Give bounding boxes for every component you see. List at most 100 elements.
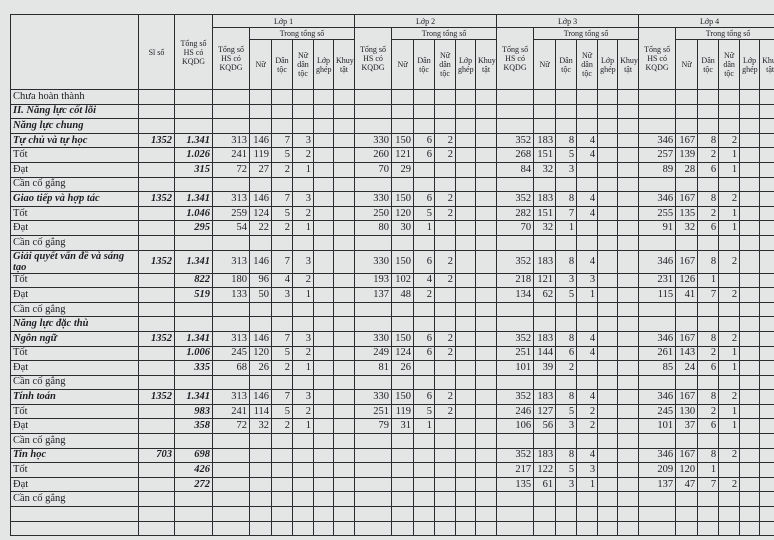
table-cell: 260 [354,147,393,163]
table-cell: 167 [675,330,699,347]
empty-cell [697,491,720,508]
empty-cell [455,132,477,149]
empty-cell [413,89,436,105]
empty-cell [313,301,334,318]
table-cell: 81 [354,360,393,376]
table-cell: 56 [533,418,557,435]
empty-cell [617,330,640,347]
table-cell: 2 [271,220,293,236]
table-cell: 259 [212,205,250,222]
empty-cell [475,205,498,222]
table-cell: 1 [718,205,741,222]
table-cell: 7 [271,191,293,207]
table-cell: 4 [576,205,599,222]
table-cell: 135 [496,476,535,493]
group-header: Trong tổng số [533,27,640,40]
empty-cell [354,447,393,464]
table-cell: 2 [718,191,741,207]
table-cell: 2 [434,330,457,347]
table-cell: 3 [555,272,578,289]
empty-cell [391,176,415,193]
table-cell: 241 [212,147,250,163]
empty-cell [675,103,699,120]
table-cell: 85 [638,360,677,376]
table-cell: 2 [434,389,457,405]
table-cell: 80 [354,220,393,236]
table-row: Đạt 295 54 22 2 1 80 30 1 70 32 1 91 32 6 1 [10,220,774,236]
empty-cell [475,287,498,303]
empty-cell [249,433,272,449]
empty-cell [675,316,699,332]
table-cell: 2 [434,249,457,274]
empty-cell [313,272,334,289]
row-label: Cần cố gắng [10,374,139,391]
table-cell: 72 [212,418,250,435]
empty-cell [617,403,640,420]
empty-cell [292,462,314,478]
empty-cell [138,491,175,508]
table-cell: 1 [718,345,741,362]
empty-cell [597,272,619,289]
empty-cell [638,374,677,391]
results-table: Sĩ số Tổng số HS có KQDG Lớp 1 Lớp 2 Lớp 3 Lớ… [10,14,774,537]
empty-cell [212,176,250,193]
empty-cell [455,418,477,435]
empty-cell [413,316,436,332]
empty-cell [354,476,393,493]
empty-cell [313,191,334,207]
table-cell: 32 [533,161,557,178]
empty-cell [697,506,720,522]
table-cell: 183 [533,249,557,274]
empty-cell [759,176,774,193]
header-cell: Nữ [675,39,699,90]
row-label: Tính toán [10,389,139,405]
empty-cell [434,418,457,435]
empty-cell [332,374,356,391]
empty-cell [617,147,640,163]
table-cell: 130 [675,403,699,420]
table-cell: 5 [555,147,578,163]
empty-cell [313,330,334,347]
empty-cell [475,89,498,105]
row-label: Ngôn ngữ [10,330,139,347]
empty-cell [759,374,774,391]
class-header: Lớp 3 [496,14,640,28]
empty-cell [597,403,619,420]
empty-cell [759,433,774,449]
empty-cell [434,476,457,493]
empty-cell [391,234,415,251]
table-cell: 7 [271,249,293,274]
table-cell: 167 [675,132,699,149]
empty-cell [617,316,640,332]
empty-cell [434,301,457,318]
empty-cell [391,118,415,134]
empty-cell [292,103,314,120]
table-cell: 8 [555,389,578,405]
table-row: Tin học 703 698 352 183 8 4 346 167 8 2 [10,447,774,464]
table-cell: 358 [174,418,213,435]
empty-cell [739,447,761,464]
empty-cell [718,103,741,120]
row-label: Cần cố gắng [10,234,139,251]
table-cell: 6 [697,161,720,178]
empty-cell [455,191,477,207]
empty-cell [354,433,393,449]
table-cell: 48 [391,287,415,303]
class-header: Lớp 1 [211,14,356,28]
row-label: Đạt [10,476,139,493]
table-cell: 4 [576,191,599,207]
table-cell: 2 [292,403,314,420]
table-cell: 268 [496,147,535,163]
empty-cell [739,374,761,391]
empty-cell [533,301,557,318]
table-row: Cần cố gắng [10,176,774,193]
empty-cell [759,118,774,134]
table-cell: 124 [391,345,415,362]
table-cell: 1 [718,147,741,163]
table-row: Đạt 519 133 50 3 1 137 48 2 134 62 5 1 115 41 7 2 [10,287,774,303]
table-cell: 1.341 [174,330,213,347]
table-cell: 1.026 [174,147,213,163]
table-cell: 32 [533,220,557,236]
table-cell: 28 [675,161,699,178]
empty-cell [271,374,293,391]
